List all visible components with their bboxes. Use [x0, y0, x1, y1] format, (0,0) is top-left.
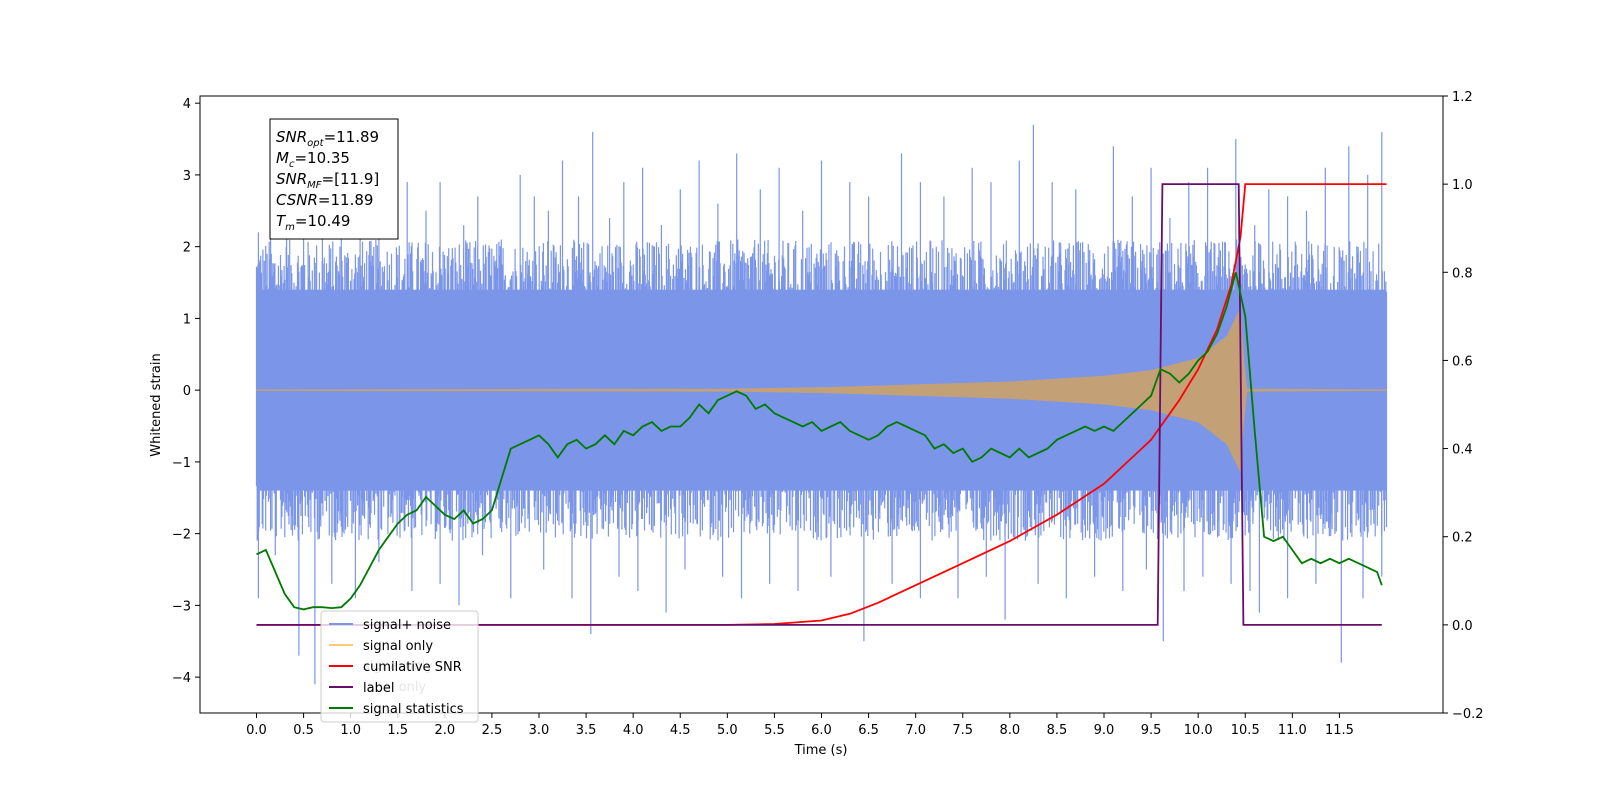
x-tick-label: 4.0: [623, 723, 644, 738]
x-tick-label: 11.5: [1325, 723, 1354, 738]
info-subscript: c: [289, 159, 295, 170]
series-layer: [255, 124, 1388, 685]
y-tick-label-right: 1.2: [1452, 90, 1473, 105]
y-tick-label-left: 3: [183, 169, 191, 184]
y-tick-label-right: 0.2: [1452, 531, 1473, 546]
y-tick-label-right: 0.4: [1452, 443, 1473, 458]
info-line: CSNR=11.89: [276, 191, 373, 209]
x-tick-label: 10.5: [1231, 723, 1260, 738]
legend-label: signal only: [363, 639, 433, 654]
series-signal-statistics: [256, 272, 1383, 611]
info-symbol: T: [276, 212, 287, 230]
info-value: =11.89: [324, 128, 380, 146]
x-tick-label: 2.0: [434, 723, 455, 738]
info-symbol: M: [276, 149, 289, 167]
info-value: =[11.9]: [322, 170, 380, 188]
x-tick-label: 1.5: [387, 723, 408, 738]
y-axis-label: Whitened strain: [149, 353, 164, 456]
series-signal-only: [256, 307, 1387, 473]
info-line: SNRopt=11.89: [276, 128, 379, 149]
y-tick-label-left: 1: [183, 312, 191, 327]
x-tick-label: 0.0: [246, 723, 267, 738]
y-tick-label-right: 1.0: [1452, 178, 1473, 193]
legend-ghost-label: signal only: [363, 659, 433, 674]
legend-label: signal+ noise: [363, 618, 451, 633]
y-tick-label-left: 2: [183, 241, 191, 256]
info-value: =10.49: [295, 212, 351, 230]
info-line: Tm=10.49: [276, 212, 350, 233]
x-tick-label: 9.0: [1094, 723, 1115, 738]
y-tick-label-right: −0.2: [1452, 707, 1484, 722]
info-line: Mc=10.35: [276, 149, 350, 170]
x-axis: 0.0 0.5 1.0 1.5 2.0 2.5 3.0 3.5 4.0 4.5 5.0 5.5 6.0 6…: [246, 713, 1354, 738]
info-symbol: CSNR: [276, 191, 318, 209]
x-tick-label: 11.0: [1278, 723, 1307, 738]
y-tick-label-left: −2: [172, 528, 191, 543]
x-tick-label: 3.0: [529, 723, 550, 738]
info-subscript: m: [285, 222, 295, 233]
x-tick-label: 9.5: [1141, 723, 1162, 738]
x-tick-label: 4.5: [670, 723, 691, 738]
legend-label: signal statistics: [363, 702, 464, 717]
series-label: [256, 183, 1382, 626]
info-symbol: SNR: [276, 128, 307, 146]
legend-label: label: [363, 681, 394, 696]
y-tick-label-right: 0.0: [1452, 619, 1473, 634]
x-tick-label: 6.5: [858, 723, 879, 738]
series-cumilative-snr: [256, 183, 1387, 626]
x-tick-label: 2.5: [482, 723, 503, 738]
info-subscript: opt: [307, 138, 324, 149]
y-tick-label-right: 0.6: [1452, 354, 1473, 369]
y-tick-label-left: −3: [172, 599, 191, 614]
x-tick-label: 8.5: [1047, 723, 1068, 738]
info-box: SNRopt=11.89Mc=10.35SNRMF=[11.9]CSNR=11.…: [269, 118, 399, 240]
info-value: =10.35: [294, 149, 350, 167]
y-tick-label-left: −1: [172, 456, 191, 471]
x-axis-label: Time (s): [794, 743, 848, 758]
legend-label: cumilative SNR: [363, 660, 462, 675]
legend-ghost-label: label only: [363, 680, 426, 695]
x-tick-label: 0.5: [293, 723, 314, 738]
x-tick-label: 7.5: [952, 723, 973, 738]
info-value: =11.89: [318, 191, 374, 209]
x-tick-label: 5.0: [717, 723, 738, 738]
y-tick-label-left: −4: [172, 671, 191, 686]
x-tick-label: 10.0: [1184, 723, 1213, 738]
legend: signal only label only signal+ noise signa…: [320, 610, 479, 723]
x-tick-label: 1.0: [340, 723, 361, 738]
info-symbol: SNR: [276, 170, 307, 188]
info-line: SNRMF=[11.9]: [276, 170, 379, 191]
y-axis-right: 1.2 1.0 0.8 0.6 0.4 0.2 0.0 −0.2: [1443, 90, 1484, 722]
info-subscript: MF: [307, 180, 322, 191]
x-tick-label: 7.0: [905, 723, 926, 738]
y-tick-label-left: 0: [183, 384, 191, 399]
y-axis-left: 4 3 2 1 0 −1 −2 −3 −4: [172, 97, 200, 686]
x-tick-label: 3.5: [576, 723, 597, 738]
x-tick-label: 8.0: [999, 723, 1020, 738]
x-tick-label: 5.5: [764, 723, 785, 738]
y-tick-label-left: 4: [183, 97, 191, 112]
y-tick-label-right: 0.8: [1452, 266, 1473, 281]
x-tick-label: 6.0: [811, 723, 832, 738]
